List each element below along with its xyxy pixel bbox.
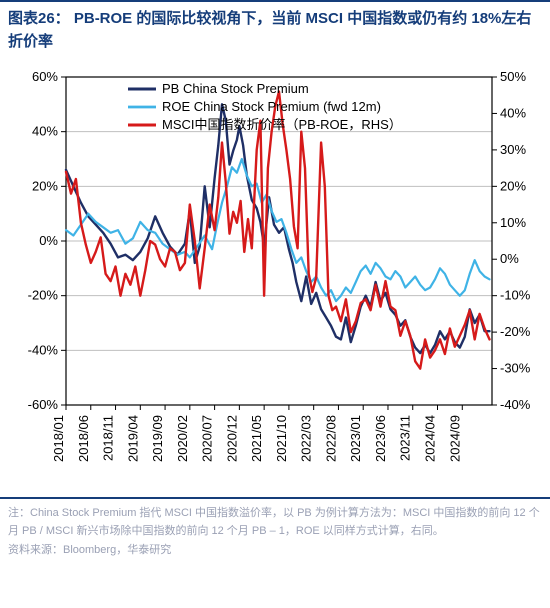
svg-text:2020/12: 2020/12 — [224, 415, 239, 462]
footer: 注：China Stock Premium 指代 MSCI 中国指数溢价率，以 … — [0, 497, 550, 572]
svg-text:2021/05: 2021/05 — [249, 415, 264, 462]
svg-text:2019/04: 2019/04 — [125, 415, 140, 462]
svg-text:0%: 0% — [500, 251, 519, 266]
svg-text:50%: 50% — [500, 69, 526, 84]
svg-text:2023/06: 2023/06 — [373, 415, 388, 462]
source-text: 资料来源：Bloomberg，华泰研究 — [8, 542, 542, 560]
chart-area: -60% -40% -20% 0% 20% 40% 60% -40% -30% -20% -10% 0… — [0, 59, 550, 497]
svg-text:PB China Stock Premium: PB China Stock Premium — [162, 81, 309, 96]
title-bar: 图表26： PB-ROE 的国际比较视角下，当前 MSCI 中国指数或仍有约 1… — [0, 0, 550, 59]
svg-text:-10%: -10% — [500, 288, 531, 303]
svg-text:-40%: -40% — [28, 342, 59, 357]
svg-text:20%: 20% — [32, 178, 58, 193]
svg-text:-30%: -30% — [500, 361, 531, 376]
svg-text:30%: 30% — [500, 142, 526, 157]
svg-text:2018/06: 2018/06 — [76, 415, 91, 462]
svg-text:-60%: -60% — [28, 397, 59, 412]
footnote-text: 注：China Stock Premium 指代 MSCI 中国指数溢价率，以 … — [8, 505, 542, 540]
svg-text:2022/08: 2022/08 — [323, 415, 338, 462]
svg-text:2024/04: 2024/04 — [423, 415, 438, 462]
svg-text:2022/03: 2022/03 — [299, 415, 314, 462]
chart-svg: -60% -40% -20% 0% 20% 40% 60% -40% -30% -20% -10% 0… — [8, 65, 542, 495]
svg-text:60%: 60% — [32, 69, 58, 84]
svg-text:0%: 0% — [39, 233, 58, 248]
svg-text:2023/11: 2023/11 — [398, 415, 413, 461]
svg-text:ROE China Stock Premium (fwd 1: ROE China Stock Premium (fwd 12m) — [162, 99, 381, 114]
svg-text:-40%: -40% — [500, 397, 531, 412]
svg-text:MSCI中国指数折价率（PB-ROE，RHS）: MSCI中国指数折价率（PB-ROE，RHS） — [162, 117, 402, 132]
svg-text:40%: 40% — [32, 124, 58, 139]
svg-text:20%: 20% — [500, 178, 526, 193]
svg-text:2020/07: 2020/07 — [200, 415, 215, 462]
svg-text:2018/01: 2018/01 — [51, 415, 66, 462]
chart-title: 图表26： PB-ROE 的国际比较视角下，当前 MSCI 中国指数或仍有约 1… — [8, 8, 542, 53]
svg-text:2024/09: 2024/09 — [447, 415, 462, 462]
svg-text:-20%: -20% — [500, 324, 531, 339]
svg-text:2018/11: 2018/11 — [101, 415, 116, 461]
svg-text:-20%: -20% — [28, 288, 59, 303]
svg-text:10%: 10% — [500, 215, 526, 230]
svg-text:2021/10: 2021/10 — [274, 415, 289, 462]
svg-text:2020/02: 2020/02 — [175, 415, 190, 462]
svg-text:2023/01: 2023/01 — [348, 415, 363, 462]
svg-text:2019/09: 2019/09 — [150, 415, 165, 462]
svg-text:40%: 40% — [500, 105, 526, 120]
figure-container: 图表26： PB-ROE 的国际比较视角下，当前 MSCI 中国指数或仍有约 1… — [0, 0, 550, 572]
